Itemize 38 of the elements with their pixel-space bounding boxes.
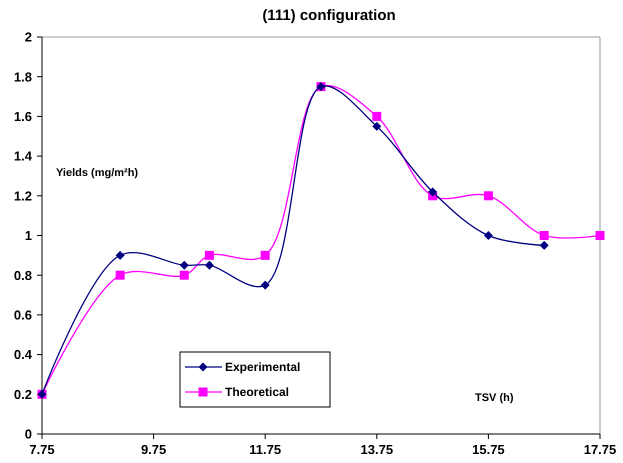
x-tick-label: 17.75 <box>584 442 616 457</box>
point <box>540 240 549 250</box>
point <box>180 260 189 270</box>
x-tick-label: 15.75 <box>472 442 505 457</box>
x-tick-label: 9.75 <box>140 442 166 457</box>
point <box>484 231 493 240</box>
point <box>260 280 270 290</box>
y-tick-label: 0.6 <box>14 307 32 322</box>
point <box>372 112 382 121</box>
point <box>372 122 382 131</box>
chart-title: (111) configuration <box>262 7 396 24</box>
point <box>428 187 438 196</box>
point <box>204 250 214 260</box>
legend-label: Theoretical <box>225 385 290 400</box>
x-axis-title: TSV (h) <box>475 392 514 404</box>
point <box>116 250 125 260</box>
point <box>484 191 493 200</box>
y-tick-label: 2 <box>24 30 32 45</box>
y-tick-label: 1.8 <box>14 69 32 84</box>
y-tick-label: 0.4 <box>14 347 33 362</box>
y-axis-title: Yields (mg/m²h) <box>56 167 138 179</box>
x-tick-label: 13.75 <box>360 442 394 457</box>
y-tick-label: 1 <box>24 228 32 244</box>
y-tick-label: 1.4 <box>14 148 33 164</box>
y-tick-label: 1.2 <box>14 188 32 204</box>
y-tick-label: 0.8 <box>14 268 32 283</box>
y-tick-label: 1.6 <box>14 108 32 124</box>
legend-label: Experimental <box>225 360 300 374</box>
point <box>204 260 214 270</box>
x-tick-label: 7.75 <box>29 442 55 457</box>
point <box>180 270 189 280</box>
point <box>116 270 125 280</box>
x-tick-label: 11.75 <box>249 442 282 457</box>
point <box>596 231 604 240</box>
point <box>540 231 549 240</box>
point <box>260 250 270 260</box>
y-tick-label: 0 <box>24 426 32 442</box>
y-tick-label: 0.2 <box>14 386 32 402</box>
